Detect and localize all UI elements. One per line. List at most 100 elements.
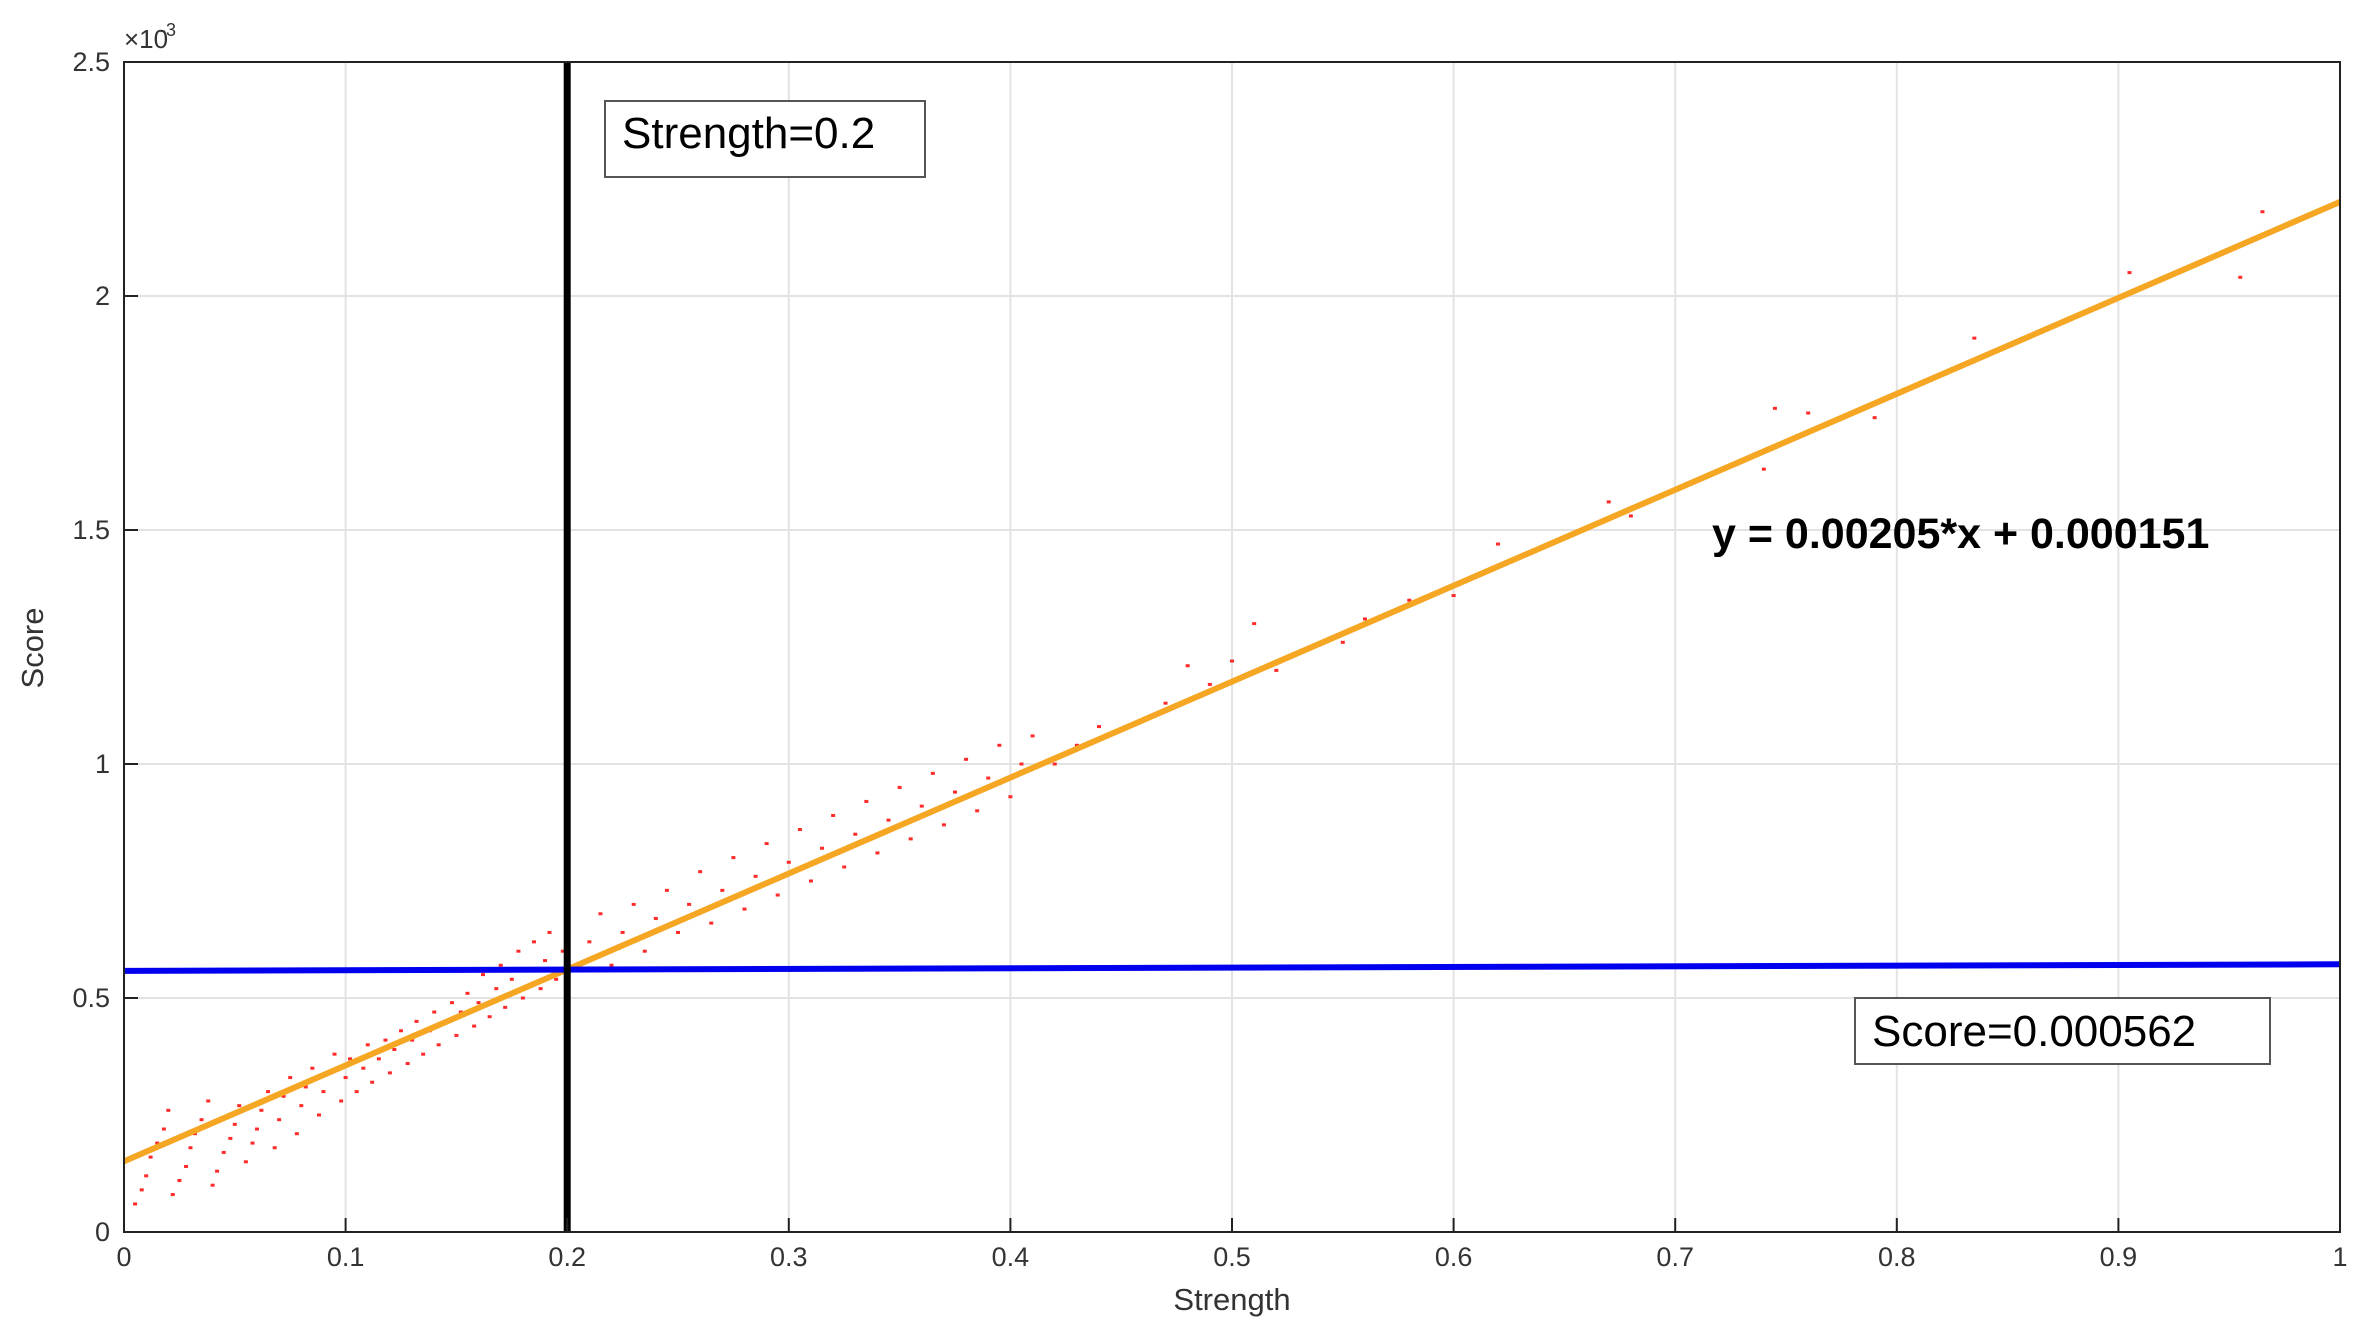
data-point <box>797 828 802 832</box>
data-point <box>1230 659 1234 663</box>
data-point <box>266 1090 271 1094</box>
x-axis-title: Strength <box>1173 1282 1290 1317</box>
data-point <box>288 1076 293 1080</box>
data-point <box>620 930 625 934</box>
data-point <box>361 1066 366 1070</box>
data-point <box>221 1150 226 1154</box>
y-axis-title: Score <box>15 608 50 689</box>
data-point <box>775 893 780 897</box>
data-point <box>354 1090 359 1094</box>
data-point <box>1074 743 1079 747</box>
data-point <box>376 1057 381 1061</box>
score-annotation-box <box>1854 997 2271 1065</box>
data-point <box>1628 514 1633 518</box>
strength-annotation-text: Strength=0.2 <box>622 109 875 158</box>
data-point <box>698 870 703 874</box>
data-point <box>454 1033 459 1037</box>
data-point <box>155 1141 160 1145</box>
data-point <box>472 1024 477 1028</box>
data-point <box>1274 668 1279 672</box>
data-point <box>2260 210 2265 214</box>
data-point <box>332 1052 337 1056</box>
data-point <box>930 771 935 775</box>
regression-line <box>122 199 2342 1165</box>
score-annotation-text: Score=0.000562 <box>1872 1007 2196 1056</box>
data-point <box>1008 795 1013 799</box>
data-point <box>676 930 680 934</box>
data-point <box>232 1122 237 1126</box>
data-point <box>310 1066 315 1070</box>
data-point <box>1052 762 1057 766</box>
strength-annotation: Strength=0.2 <box>604 100 926 178</box>
data-point <box>476 1001 481 1005</box>
data-point <box>503 1005 508 1009</box>
series-lines <box>122 62 2342 1232</box>
data-point <box>964 757 969 761</box>
data-point <box>531 940 536 944</box>
data-point <box>908 837 913 841</box>
data-point <box>1019 762 1024 766</box>
data-point <box>1772 406 1777 410</box>
axis-ticks: 0 0.1 0.2 0.3 0.4 0.5 0.6 0.7 0.8 0.9 1 0 0.5 1 1.5 2 2.… <box>72 47 2347 1272</box>
data-point <box>598 912 603 916</box>
data-point <box>720 888 725 892</box>
data-point <box>370 1080 375 1084</box>
data-point <box>897 785 902 789</box>
y-multiplier-exponent: -3 <box>160 20 176 40</box>
data-point <box>277 1118 282 1122</box>
data-point <box>509 977 514 981</box>
data-point <box>742 907 747 911</box>
data-point <box>853 832 858 836</box>
data-point <box>560 949 565 953</box>
x-tick-label: 0.4 <box>992 1242 1030 1272</box>
data-point <box>609 963 614 967</box>
data-point <box>1030 734 1035 738</box>
data-point <box>436 1043 441 1047</box>
data-point <box>399 1029 403 1033</box>
x-tick-label: 0.5 <box>1213 1242 1251 1272</box>
data-point <box>410 1038 415 1042</box>
data-point <box>133 1202 138 1206</box>
data-point <box>170 1193 175 1197</box>
data-point <box>1606 500 1611 504</box>
data-point <box>449 1001 454 1005</box>
data-point <box>465 991 470 995</box>
data-point <box>272 1146 277 1150</box>
data-point <box>1163 701 1168 705</box>
data-point <box>543 959 548 963</box>
data-point <box>864 799 869 803</box>
data-point <box>886 818 891 822</box>
data-point <box>764 842 769 846</box>
data-point <box>348 1057 353 1061</box>
x-tick-label: 1 <box>2332 1242 2347 1272</box>
x-tick-label: 0.6 <box>1435 1242 1473 1272</box>
data-point <box>321 1090 326 1094</box>
data-point <box>432 1010 437 1014</box>
y-multiplier-label: ×10 <box>124 24 168 54</box>
data-point <box>2238 275 2243 279</box>
data-point <box>953 790 957 794</box>
x-tick-label: 0.9 <box>2100 1242 2138 1272</box>
x-tick-label: 0 <box>116 1242 131 1272</box>
data-point <box>1185 664 1190 668</box>
data-point <box>842 865 847 869</box>
data-point <box>1761 467 1766 471</box>
data-point <box>997 743 1002 747</box>
y-tick-label: 0 <box>95 1217 110 1247</box>
data-point <box>786 860 791 864</box>
data-point <box>1340 640 1345 644</box>
data-point <box>941 823 946 827</box>
data-point <box>144 1174 149 1178</box>
data-point <box>199 1118 204 1122</box>
data-point <box>687 902 692 906</box>
data-point <box>294 1132 299 1136</box>
data-point <box>587 940 592 944</box>
data-point <box>1495 542 1500 546</box>
data-point <box>387 1071 392 1075</box>
y-tick-label: 0.5 <box>72 983 110 1013</box>
data-point <box>820 846 825 850</box>
data-point <box>254 1127 259 1131</box>
data-point <box>731 856 736 860</box>
data-point <box>177 1179 182 1183</box>
